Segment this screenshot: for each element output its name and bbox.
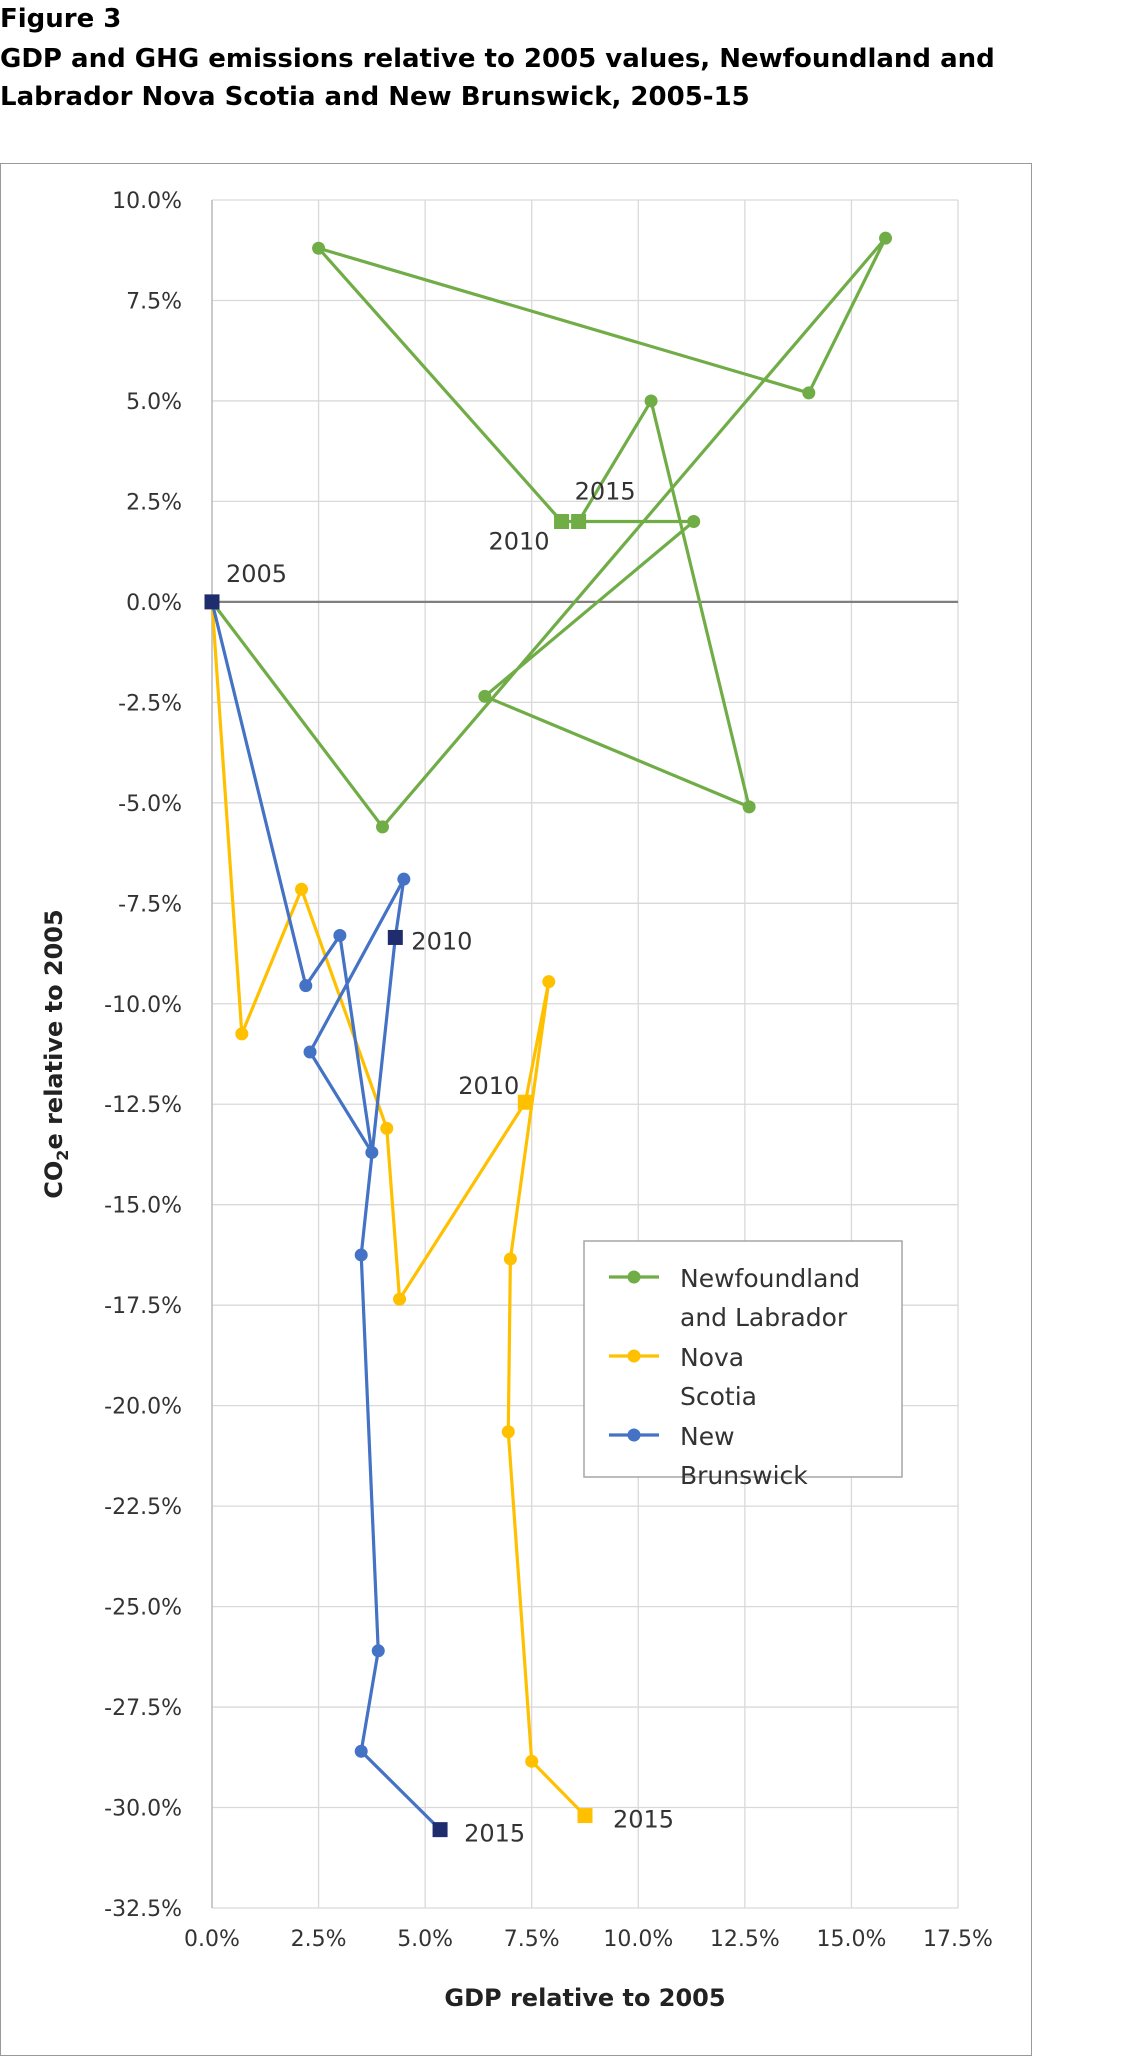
data-point bbox=[380, 1121, 394, 1135]
legend-swatch-marker bbox=[627, 1270, 641, 1284]
x-tick-label: 5.0% bbox=[397, 1927, 453, 1952]
grid-lines bbox=[211, 199, 959, 1909]
x-axis-title: GDP relative to 2005 bbox=[444, 1984, 725, 2012]
annotations: 2005 2015 2010 2010 2010 2015 2015 bbox=[226, 478, 674, 1848]
data-point bbox=[354, 1248, 368, 1262]
data-series bbox=[204, 231, 893, 1838]
series-line bbox=[210, 601, 442, 1831]
point-annotation: 2010 bbox=[458, 1072, 519, 1100]
data-point-square bbox=[517, 1094, 533, 1110]
x-tick-label: 10.0% bbox=[603, 1927, 673, 1952]
legend-label: Newfoundland bbox=[680, 1264, 860, 1293]
data-point bbox=[742, 800, 756, 814]
data-point bbox=[295, 882, 309, 896]
y-tick-label: -17.5% bbox=[104, 1294, 182, 1319]
x-tick-label: 2.5% bbox=[291, 1927, 347, 1952]
data-point bbox=[501, 1425, 515, 1439]
y-tick-label: -10.0% bbox=[104, 993, 182, 1018]
legend-label: and Labrador bbox=[680, 1303, 848, 1332]
legend-swatch-marker bbox=[627, 1428, 641, 1442]
x-tick-label: 12.5% bbox=[710, 1927, 780, 1952]
y-tick-label: -27.5% bbox=[104, 1696, 182, 1721]
x-tick-label: 17.5% bbox=[923, 1927, 993, 1952]
data-point bbox=[802, 386, 816, 400]
figure-title: GDP and GHG emissions relative to 2005 v… bbox=[0, 40, 1127, 116]
y-axis-title-main: CO bbox=[40, 1161, 68, 1199]
legend-label: New bbox=[680, 1422, 735, 1451]
data-point bbox=[312, 241, 326, 255]
y-tick-label: -22.5% bbox=[104, 1495, 182, 1520]
legend-entry: Newfoundland and Labrador bbox=[609, 1264, 860, 1332]
legend-swatch-marker bbox=[627, 1349, 641, 1363]
data-point bbox=[542, 975, 556, 989]
y-axis-title-subscript: 2 bbox=[53, 1150, 72, 1161]
data-point bbox=[478, 689, 492, 703]
data-point bbox=[303, 1045, 317, 1059]
data-point bbox=[393, 1292, 407, 1306]
y-tick-label: 7.5% bbox=[126, 289, 182, 314]
point-annotation: 2005 bbox=[226, 560, 287, 588]
y-axis-title-rest: e relative to 2005 bbox=[40, 909, 68, 1149]
data-point bbox=[354, 1744, 368, 1758]
data-point-square bbox=[432, 1822, 448, 1838]
point-annotation: 2010 bbox=[488, 528, 549, 556]
axes bbox=[211, 200, 958, 1908]
y-tick-label: 10.0% bbox=[112, 189, 182, 214]
y-tick-label: 2.5% bbox=[126, 490, 182, 515]
y-tick-label: -12.5% bbox=[104, 1093, 182, 1118]
point-annotation: 2015 bbox=[575, 478, 636, 506]
data-point bbox=[644, 394, 658, 408]
legend-label: Nova bbox=[680, 1343, 744, 1372]
figure-label: Figure 3 bbox=[0, 4, 122, 34]
y-tick-label: -20.0% bbox=[104, 1395, 182, 1420]
point-annotation: 2015 bbox=[464, 1820, 525, 1848]
y-tick-label: -5.0% bbox=[118, 792, 182, 817]
point-annotation: 2010 bbox=[411, 927, 472, 955]
data-point bbox=[525, 1754, 539, 1768]
legend-entry: Nova Scotia bbox=[609, 1343, 757, 1411]
legend: Newfoundland and Labrador Nova Scotia New Bru… bbox=[583, 1240, 903, 1490]
series-3 bbox=[204, 594, 448, 1838]
series-line bbox=[210, 601, 587, 1817]
x-tick-label: 7.5% bbox=[504, 1927, 560, 1952]
data-point-square bbox=[204, 594, 220, 610]
figure-title-line-2: Labrador Nova Scotia and New Brunswick, … bbox=[0, 82, 750, 112]
y-tick-label: -25.0% bbox=[104, 1596, 182, 1621]
data-point-square bbox=[554, 514, 570, 530]
series-2 bbox=[205, 595, 593, 1824]
tick-labels: 0.0% 2.5% 5.0% 7.5% 10.0% 12.5% 15.0% 17.5% 10.0… bbox=[104, 189, 993, 1952]
data-point bbox=[503, 1252, 517, 1266]
chart-frame bbox=[0, 163, 1032, 2056]
data-point bbox=[299, 979, 313, 993]
y-tick-label: -32.5% bbox=[104, 1897, 182, 1922]
data-point bbox=[397, 872, 411, 886]
point-annotation: 2015 bbox=[613, 1806, 674, 1834]
legend-label: Scotia bbox=[680, 1382, 757, 1411]
data-point bbox=[371, 1644, 385, 1658]
data-point-square bbox=[577, 1808, 593, 1824]
data-point bbox=[376, 820, 390, 834]
legend-entry: New Brunswick bbox=[609, 1422, 808, 1490]
data-point bbox=[235, 1027, 249, 1041]
y-tick-label: 0.0% bbox=[126, 591, 182, 616]
data-point-square bbox=[571, 514, 587, 530]
data-point bbox=[365, 1145, 379, 1159]
y-tick-label: 5.0% bbox=[126, 390, 182, 415]
y-axis-title: CO2e relative to 2005 bbox=[40, 909, 72, 1198]
data-point bbox=[333, 928, 347, 942]
data-point bbox=[687, 515, 701, 529]
x-tick-label: 0.0% bbox=[184, 1927, 240, 1952]
y-tick-label: -30.0% bbox=[104, 1797, 182, 1822]
data-point-square bbox=[387, 929, 403, 945]
y-tick-label: -2.5% bbox=[118, 691, 182, 716]
y-tick-label: -7.5% bbox=[118, 892, 182, 917]
legend-label: Brunswick bbox=[680, 1461, 808, 1490]
data-point bbox=[879, 231, 893, 245]
y-tick-label: -15.0% bbox=[104, 1194, 182, 1219]
x-tick-label: 15.0% bbox=[816, 1927, 886, 1952]
figure-title-line-1: GDP and GHG emissions relative to 2005 v… bbox=[0, 44, 995, 74]
